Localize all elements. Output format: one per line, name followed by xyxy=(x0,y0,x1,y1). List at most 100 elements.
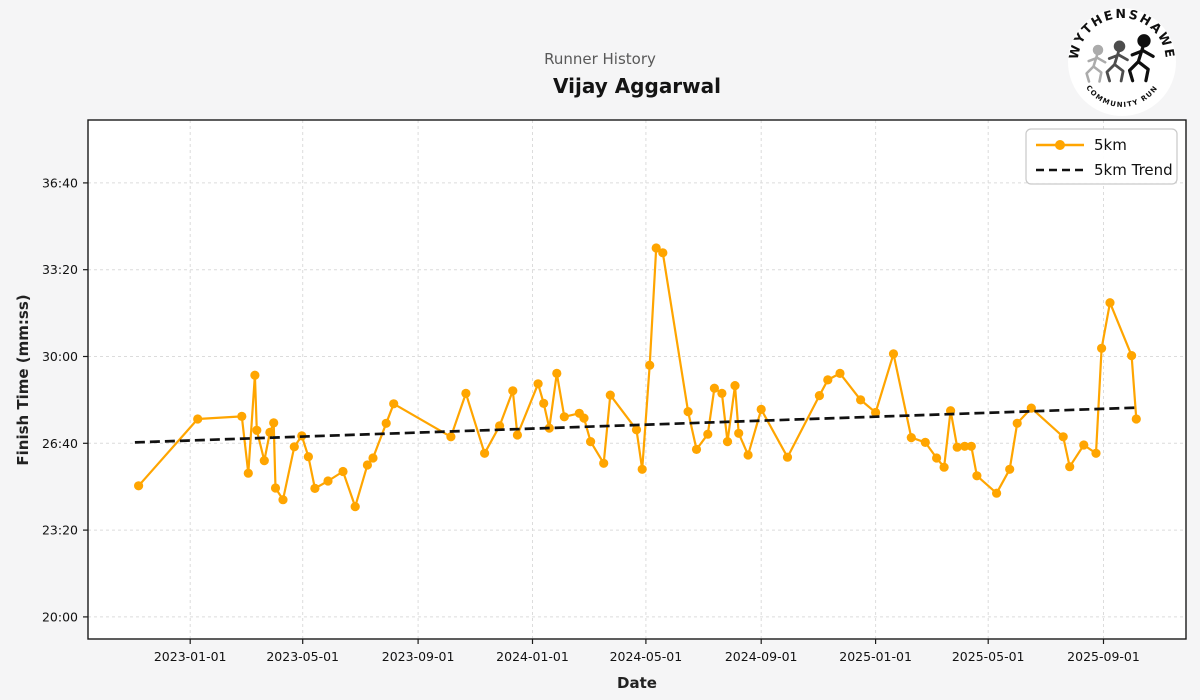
data-point-marker xyxy=(871,407,881,418)
data-point-marker xyxy=(586,437,596,447)
x-tick-label: 2023-05-01 xyxy=(266,649,339,664)
data-point-marker xyxy=(1091,448,1101,458)
data-point-marker xyxy=(1012,418,1022,428)
data-point-marker xyxy=(533,379,543,389)
grid-layer xyxy=(88,120,1186,639)
data-point-marker xyxy=(270,483,281,493)
data-point-marker xyxy=(1127,351,1137,361)
x-tick-label: 2024-05-01 xyxy=(610,649,683,664)
data-point-marker xyxy=(1105,298,1115,308)
data-point-marker xyxy=(906,433,916,443)
data-point-marker xyxy=(134,481,144,491)
y-tick-label: 20:00 xyxy=(42,609,78,624)
data-point-marker xyxy=(289,442,299,452)
data-point-marker xyxy=(782,452,793,462)
data-point-marker xyxy=(717,388,727,398)
logo-circle xyxy=(1068,8,1176,116)
data-point-marker xyxy=(278,495,288,505)
data-point-marker xyxy=(835,368,845,378)
chart-suptitle: Runner History xyxy=(544,50,656,68)
data-point-marker xyxy=(743,450,753,460)
y-tick-label: 26:40 xyxy=(42,436,78,451)
data-point-marker xyxy=(734,428,744,438)
y-tick-label: 30:00 xyxy=(42,349,78,364)
x-tick-label: 2023-09-01 xyxy=(382,649,455,664)
data-point-marker xyxy=(683,407,693,417)
x-tick-label: 2024-09-01 xyxy=(725,649,798,664)
y-tick-label: 36:40 xyxy=(42,175,78,190)
data-point-marker xyxy=(559,412,569,422)
data-point-marker xyxy=(579,413,589,423)
data-point-marker xyxy=(856,395,866,405)
data-point-marker xyxy=(920,437,930,447)
x-tick-label: 2023-01-01 xyxy=(154,649,227,664)
data-point-marker xyxy=(651,243,661,253)
data-point-marker xyxy=(1005,464,1015,474)
data-point-marker xyxy=(1131,414,1141,424)
data-point-marker xyxy=(259,456,269,466)
data-point-marker xyxy=(756,404,766,414)
x-tick-label: 2025-01-01 xyxy=(839,649,912,664)
legend-item-5km: 5km xyxy=(1036,136,1127,154)
legend-5km-marker-icon xyxy=(1055,140,1065,150)
legend-item-5km-trend: 5km Trend xyxy=(1036,161,1173,179)
data-point-marker xyxy=(237,411,247,421)
community-run-logo: WYTHENSHAWE COMMUNITY RUN xyxy=(1066,6,1176,116)
data-point-marker xyxy=(362,460,372,470)
data-point-marker xyxy=(508,386,518,396)
data-point-marker xyxy=(823,375,833,385)
data-point-marker xyxy=(960,441,970,451)
data-point-marker xyxy=(709,383,720,393)
data-point-marker xyxy=(722,437,733,447)
data-point-marker xyxy=(303,452,313,462)
data-point-marker xyxy=(269,418,279,428)
data-point-marker xyxy=(966,441,976,451)
data-point-marker xyxy=(323,476,333,486)
data-point-marker xyxy=(605,390,615,400)
y-tick-label: 23:20 xyxy=(42,523,78,538)
data-point-marker xyxy=(368,453,378,463)
chart-title: Vijay Aggarwal xyxy=(553,74,721,98)
data-point-marker xyxy=(265,427,275,437)
x-tick-label: 2024-01-01 xyxy=(496,649,569,664)
x-tick-label: 2025-05-01 xyxy=(952,649,1025,664)
data-point-marker xyxy=(888,349,899,359)
data-point-marker xyxy=(637,464,647,474)
legend: 5km 5km Trend xyxy=(1025,128,1178,185)
data-point-marker xyxy=(992,488,1002,498)
trend-line xyxy=(134,406,1136,444)
plot-frame xyxy=(87,119,1187,640)
data-point-marker xyxy=(480,448,490,458)
data-point-marker xyxy=(461,388,471,398)
data-point-marker xyxy=(972,471,982,481)
data-point-marker xyxy=(645,360,655,370)
data-point-marker xyxy=(932,453,942,463)
data-point-marker xyxy=(495,421,505,431)
data-point-marker xyxy=(193,414,203,424)
data-point-marker xyxy=(381,418,391,428)
data-point-marker xyxy=(952,442,962,452)
data-point-marker xyxy=(243,468,253,478)
data-point-marker xyxy=(552,368,562,378)
y-tick-label: 33:20 xyxy=(42,262,78,277)
data-point-marker xyxy=(1058,432,1068,442)
data-point-marker xyxy=(1097,343,1107,353)
data-point-marker xyxy=(252,425,262,435)
data-point-marker xyxy=(658,248,668,258)
data-point-marker xyxy=(1079,440,1089,450)
data-point-marker xyxy=(310,483,320,493)
data-point-marker xyxy=(512,430,523,440)
data-point-marker xyxy=(599,458,609,468)
data-point-marker xyxy=(703,429,713,439)
y-axis-label: Finish Time (mm:ss) xyxy=(14,294,32,465)
legend-5km-label: 5km xyxy=(1094,136,1127,154)
tick-layer: 2023-01-01 2023-05-01 2023-09-01 2024-01-01… xyxy=(42,175,1140,664)
data-point-marker xyxy=(539,398,549,408)
data-point-marker xyxy=(631,425,642,435)
data-point-marker xyxy=(250,370,260,380)
data-point-marker xyxy=(350,502,360,512)
data-point-marker xyxy=(446,432,456,442)
data-point-marker xyxy=(814,391,825,401)
